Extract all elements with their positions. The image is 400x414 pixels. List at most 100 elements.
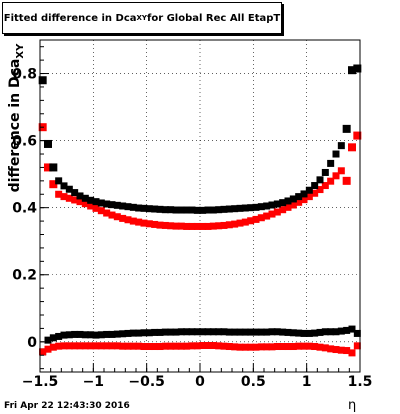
data-point-red (103, 209, 111, 217)
data-point-red (311, 343, 319, 351)
data-point-red (55, 190, 63, 198)
data-point-red (273, 208, 281, 216)
data-point-black (65, 331, 73, 339)
data-point-black (252, 203, 260, 211)
data-point-black (188, 206, 196, 214)
data-point-red (188, 342, 196, 350)
data-point-black (183, 206, 191, 214)
data-point-black (247, 204, 255, 212)
data-point-black (268, 328, 276, 336)
data-point-red (241, 218, 249, 226)
title-main: Fitted difference in Dca (3, 12, 137, 24)
data-point-red (316, 186, 324, 194)
data-point-black (87, 331, 95, 339)
data-point-black (353, 329, 361, 337)
data-point-red (353, 342, 361, 350)
data-point-black (300, 190, 308, 198)
x-tick-label: 1 (302, 374, 312, 390)
data-point-red (204, 222, 212, 230)
data-point-black (119, 202, 127, 210)
data-point-black (343, 326, 351, 334)
data-point-red (71, 342, 79, 350)
data-point-red (119, 214, 127, 222)
data-point-black (225, 328, 233, 336)
data-point-black (193, 328, 201, 336)
data-point-red (215, 222, 223, 230)
data-point-red (231, 343, 239, 351)
x-tick-label: 0 (195, 374, 205, 390)
data-point-black (337, 142, 345, 150)
data-point-red (49, 343, 57, 351)
data-point-black (87, 196, 95, 204)
data-point-black (188, 328, 196, 336)
data-point-black (135, 329, 143, 337)
data-point-red (81, 200, 89, 208)
data-point-black (44, 139, 52, 148)
data-point-black (332, 150, 340, 158)
data-point-red (257, 343, 265, 351)
data-point-red (103, 342, 111, 350)
data-point-red (151, 220, 159, 228)
data-point-red (220, 221, 228, 229)
data-point-black (279, 328, 287, 336)
data-point-black (167, 206, 175, 214)
data-point-red (87, 202, 95, 210)
data-point-black (55, 332, 63, 340)
data-point-red (60, 193, 68, 201)
data-point-red (177, 222, 185, 230)
data-point-red (97, 207, 105, 215)
data-point-black (263, 328, 271, 336)
data-point-red (39, 348, 47, 356)
data-point-black (55, 177, 63, 185)
data-point-black (156, 328, 164, 336)
data-point-black (215, 206, 223, 214)
data-point-black (209, 328, 217, 336)
data-point-red (140, 343, 148, 351)
data-point-red (129, 217, 137, 225)
data-point-black (97, 199, 105, 207)
y-tick-label: 0.8 (12, 67, 37, 83)
data-point-red (300, 196, 308, 204)
data-point-black (289, 329, 297, 337)
data-point-black (273, 328, 281, 336)
data-point-red (305, 342, 313, 350)
data-point-red (295, 342, 303, 350)
data-point-black (103, 200, 111, 208)
data-point-red (236, 219, 244, 227)
data-point-black (316, 176, 324, 184)
data-point-red (60, 342, 68, 350)
data-point-red (76, 342, 84, 350)
data-point-red (49, 180, 58, 189)
data-point-red (199, 222, 207, 230)
data-point-black (71, 189, 79, 197)
data-point-black (337, 327, 345, 335)
data-point-red (151, 343, 159, 351)
data-point-black (236, 328, 244, 336)
y-tick-label: 0 (27, 335, 37, 351)
data-point-black (135, 204, 143, 212)
data-point-black (236, 204, 244, 212)
data-point-black (129, 329, 137, 337)
data-point-black (161, 328, 169, 336)
data-point-red (140, 219, 148, 227)
data-point-black (305, 186, 313, 194)
data-point-red (321, 344, 329, 352)
x-axis-label: η (348, 398, 357, 413)
data-point-red (327, 177, 335, 185)
data-point-red (279, 206, 287, 214)
data-point-red (284, 203, 292, 211)
data-point-black (108, 330, 116, 338)
data-point-black (60, 182, 68, 190)
data-point-red (209, 342, 217, 350)
x-tick-label: 1.5 (348, 374, 373, 390)
data-point-red (167, 222, 175, 230)
data-point-black (257, 328, 265, 336)
data-point-black (327, 328, 335, 336)
data-point-red (332, 172, 340, 180)
data-point-red (183, 342, 191, 350)
data-point-red (263, 343, 271, 351)
data-point-red (167, 342, 175, 350)
data-point-black (327, 159, 335, 167)
data-point-red (268, 343, 276, 351)
